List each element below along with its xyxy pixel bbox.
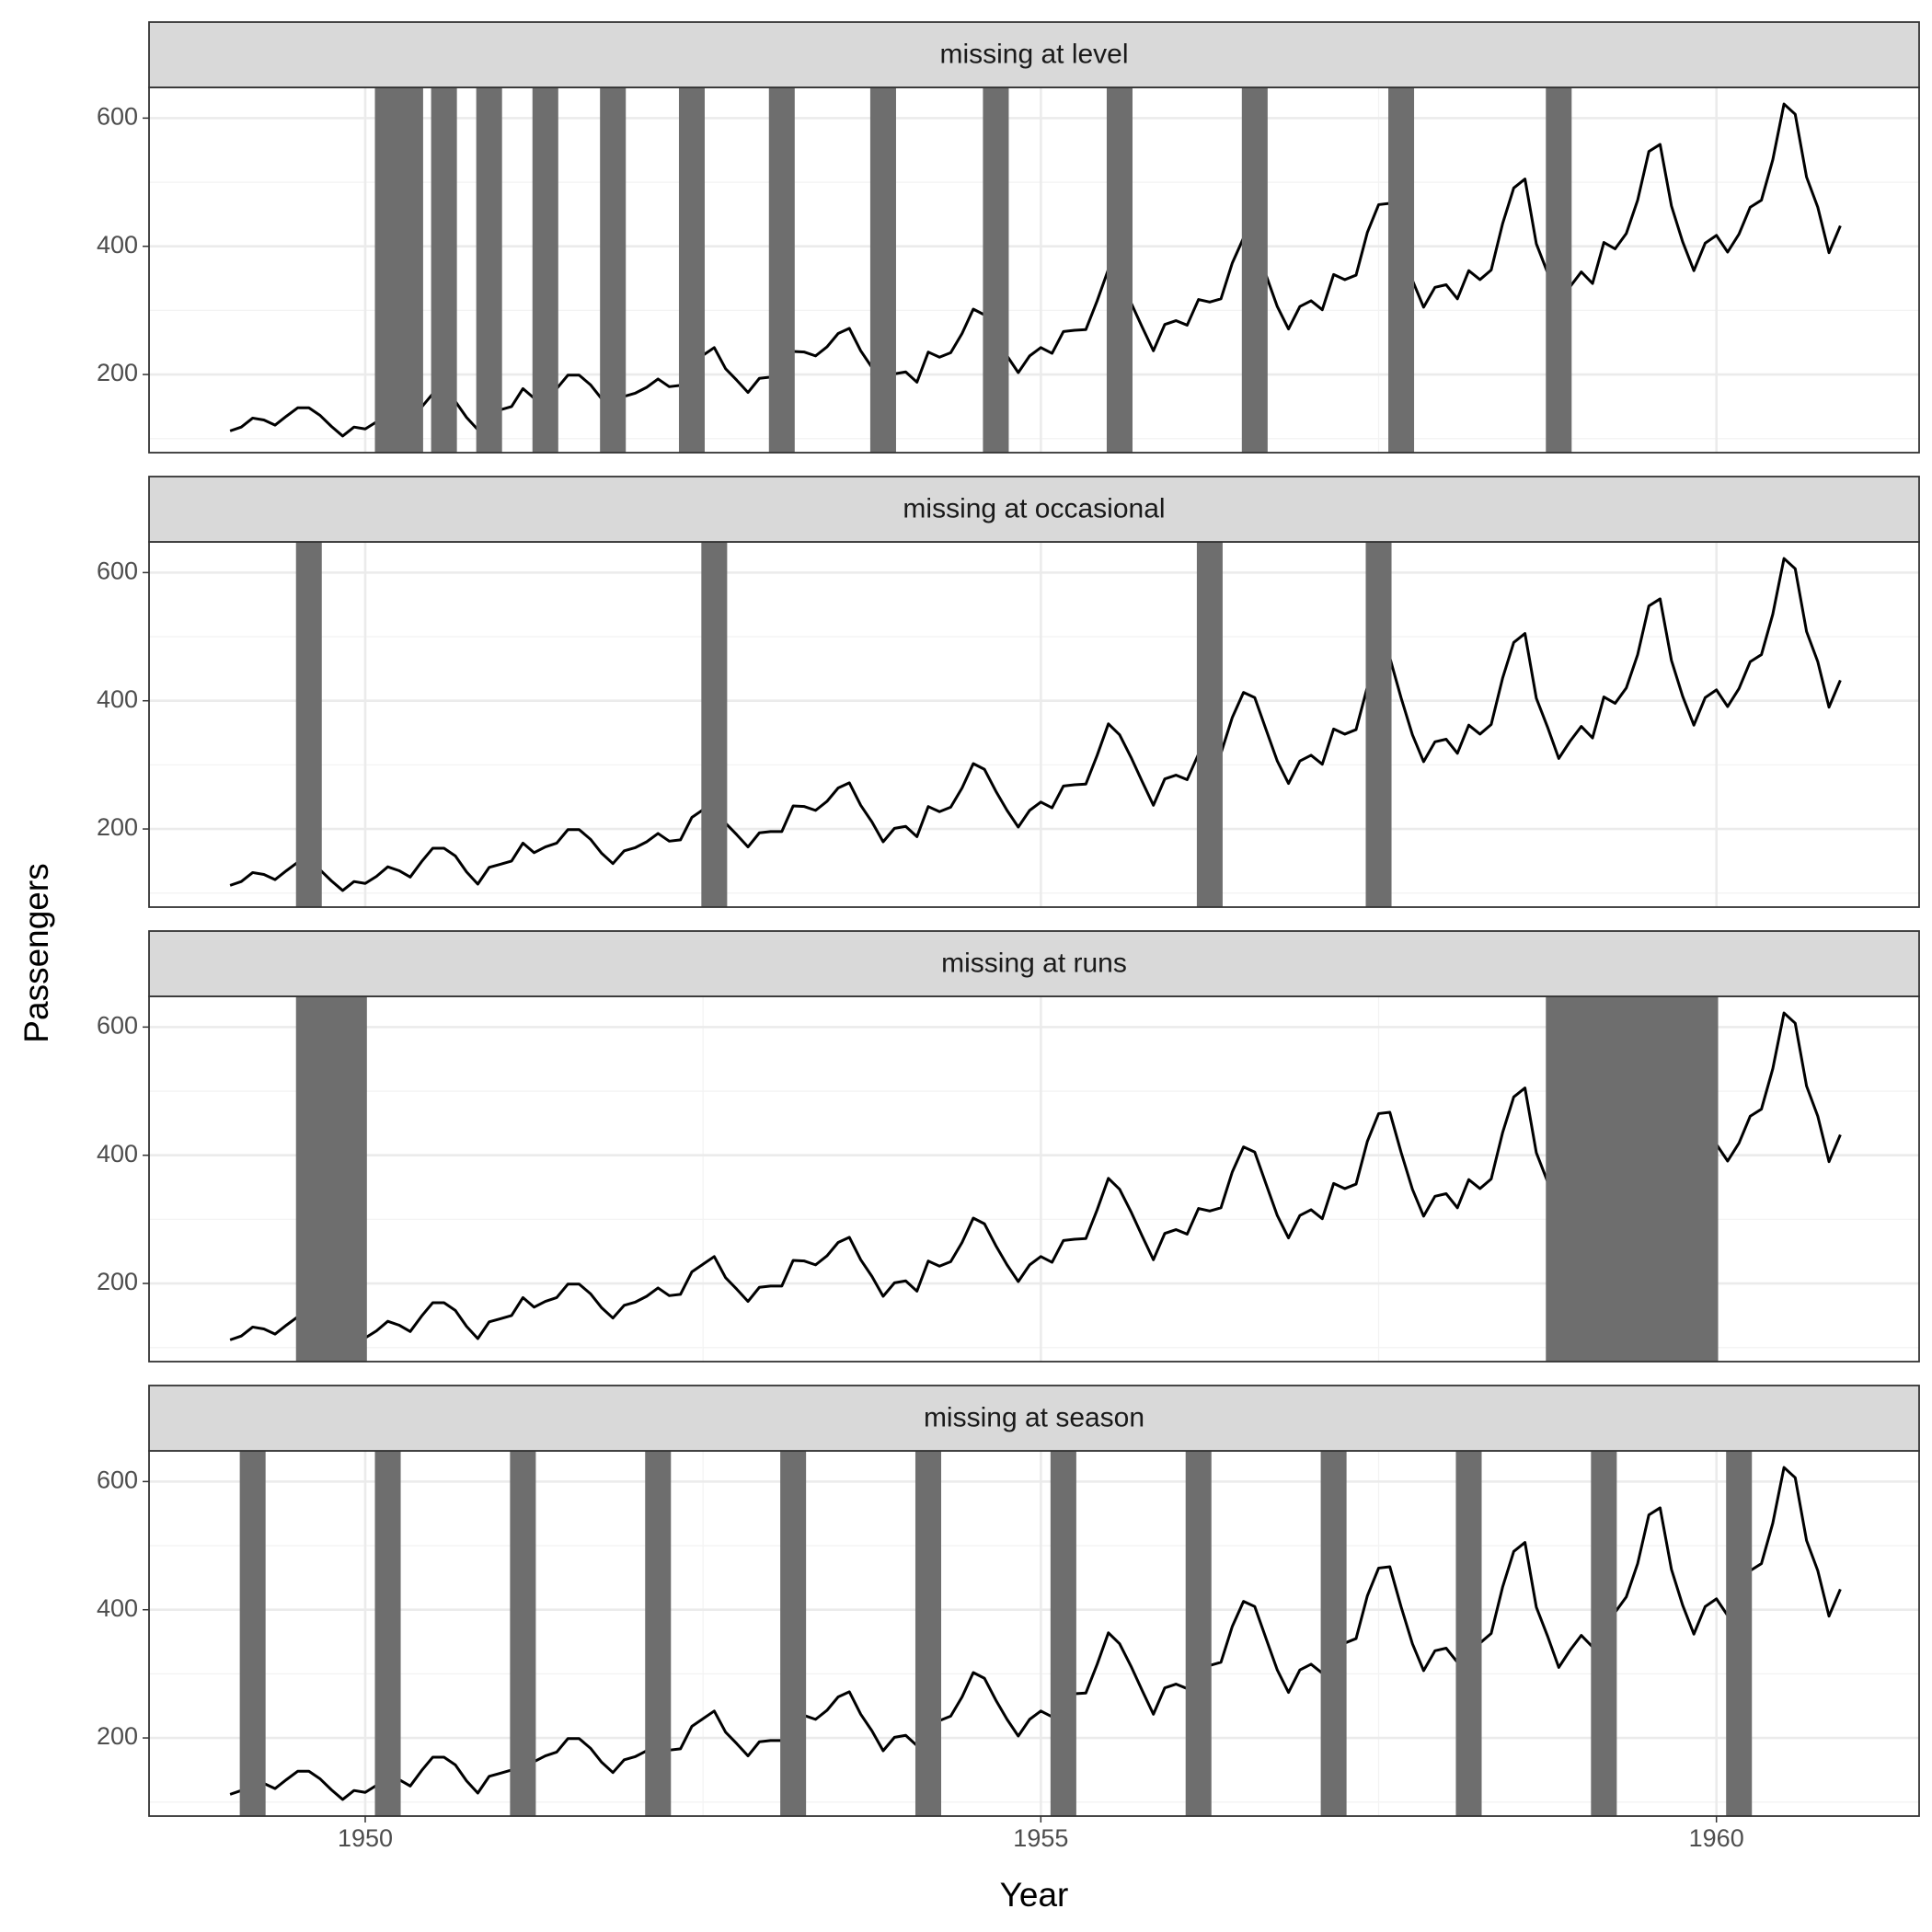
missing-band bbox=[678, 87, 705, 453]
missing-band bbox=[701, 542, 728, 907]
missing-band bbox=[397, 87, 423, 453]
panel: 200 400 600 missing at occasional bbox=[97, 476, 1920, 908]
y-tick-label: 200 bbox=[97, 813, 138, 841]
strip bbox=[148, 476, 1920, 543]
x-tick-label: 1950 bbox=[338, 1824, 393, 1852]
strip-label: missing at occasional bbox=[903, 493, 1165, 523]
missing-band bbox=[1726, 1451, 1753, 1816]
missing-band bbox=[1320, 1451, 1347, 1816]
data-line bbox=[229, 1011, 1842, 1341]
strip bbox=[148, 930, 1920, 997]
missing-band bbox=[869, 87, 896, 453]
missing-band bbox=[510, 1451, 536, 1816]
y-tick-label: 600 bbox=[97, 1011, 138, 1039]
panel: 200 400 600 missing at level bbox=[97, 21, 1920, 454]
missing-band bbox=[1591, 1451, 1617, 1816]
missing-band bbox=[1050, 1451, 1076, 1816]
missing-band bbox=[1241, 87, 1268, 453]
strip bbox=[148, 1385, 1920, 1452]
strip-label: missing at level bbox=[939, 39, 1128, 69]
y-tick-label: 400 bbox=[97, 685, 138, 713]
y-tick-label: 600 bbox=[97, 1466, 138, 1493]
x-axis-title: Year bbox=[1000, 1876, 1069, 1914]
missing-band bbox=[1455, 1451, 1482, 1816]
missing-band bbox=[1388, 87, 1415, 453]
y-tick-label: 600 bbox=[97, 102, 138, 130]
missing-band bbox=[1365, 542, 1392, 907]
missing-band bbox=[645, 1451, 672, 1816]
missing-band bbox=[239, 1451, 266, 1816]
y-tick-label: 200 bbox=[97, 1268, 138, 1295]
data-line bbox=[229, 1466, 1842, 1801]
missing-band bbox=[431, 87, 457, 453]
y-tick-label: 200 bbox=[97, 1722, 138, 1750]
strip-label: missing at season bbox=[924, 1402, 1144, 1432]
y-tick-label: 400 bbox=[97, 1594, 138, 1622]
panel-border bbox=[148, 541, 1920, 908]
missing-band bbox=[780, 1451, 807, 1816]
y-tick-label: 400 bbox=[97, 231, 138, 259]
missing-band bbox=[1106, 87, 1133, 453]
missing-band bbox=[340, 996, 367, 1362]
data-line bbox=[229, 557, 1842, 892]
x-tick-label: 1955 bbox=[1013, 1824, 1068, 1852]
strip-label: missing at runs bbox=[941, 948, 1127, 978]
panel: 200 400 600 missing at season bbox=[97, 1385, 1920, 1817]
strip bbox=[148, 21, 1920, 88]
missing-band bbox=[768, 87, 795, 453]
panel-border bbox=[148, 1450, 1920, 1817]
missing-band bbox=[295, 542, 322, 907]
missing-band bbox=[476, 87, 502, 453]
x-tick-label: 1960 bbox=[1689, 1824, 1744, 1852]
y-tick-label: 400 bbox=[97, 1140, 138, 1167]
y-tick-label: 200 bbox=[97, 359, 138, 386]
y-tick-label: 600 bbox=[97, 557, 138, 584]
missing-band bbox=[983, 87, 1009, 453]
missing-band bbox=[1692, 996, 1719, 1362]
panel: 200 400 600 missing at runs bbox=[97, 930, 1920, 1363]
y-axis-title: Passengers bbox=[17, 863, 55, 1042]
missing-band bbox=[1185, 1451, 1212, 1816]
missing-band bbox=[532, 87, 558, 453]
data-line bbox=[229, 102, 1842, 438]
missing-band bbox=[374, 1451, 401, 1816]
missing-band bbox=[914, 1451, 942, 1816]
missing-band bbox=[600, 87, 627, 453]
missing-band bbox=[1546, 87, 1572, 453]
missing-band bbox=[1196, 542, 1223, 907]
